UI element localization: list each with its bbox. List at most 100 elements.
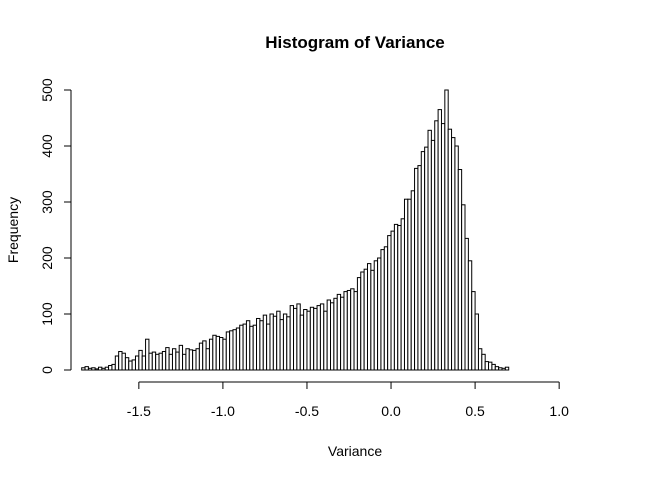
y-tick-label: 0 — [39, 366, 55, 374]
histogram-bar — [319, 303, 325, 371]
histogram-bar — [101, 367, 106, 371]
histogram-bar — [340, 296, 345, 371]
histogram-bar — [313, 307, 318, 371]
histogram-bar — [175, 351, 180, 371]
histogram-bar — [212, 334, 217, 371]
histogram-bar — [242, 323, 247, 371]
histogram-bar — [215, 335, 221, 371]
x-axis-label: Variance — [328, 443, 382, 459]
histogram-bar — [289, 305, 295, 371]
histogram-bar — [316, 305, 321, 371]
y-tick-label: 100 — [39, 302, 55, 326]
y-tick-label: 400 — [39, 134, 55, 158]
histogram-bar — [356, 277, 362, 371]
histogram-bar — [467, 260, 473, 371]
histogram-bar — [434, 120, 439, 371]
histogram-bar — [276, 310, 281, 371]
histogram-bar — [158, 352, 163, 371]
histogram-bar — [457, 169, 463, 371]
histogram-bar — [138, 349, 143, 371]
histogram-bar — [282, 313, 288, 371]
histogram-bar — [131, 359, 136, 371]
histogram-bar — [87, 367, 93, 371]
histogram-bar — [380, 249, 385, 371]
histogram-bar — [111, 363, 116, 371]
histogram-bar — [373, 260, 379, 371]
histogram-bar — [97, 366, 103, 371]
histogram-bar — [94, 368, 99, 371]
bars-group — [81, 89, 510, 371]
histogram-bar — [198, 342, 204, 371]
x-tick-label: 0.0 — [381, 403, 401, 419]
histogram-bar — [192, 349, 197, 371]
histogram-bar — [121, 352, 126, 371]
histogram-bar — [461, 204, 466, 371]
histogram-bar — [259, 320, 264, 371]
histogram-bar — [81, 367, 86, 371]
histogram-bar — [353, 291, 358, 371]
histogram-bar — [202, 340, 207, 371]
histogram-bar — [410, 190, 416, 371]
chart-title: Histogram of Variance — [265, 33, 445, 52]
histogram-bar — [104, 366, 110, 371]
histogram-bar — [309, 306, 315, 371]
histogram-bar — [279, 319, 284, 371]
x-tick-label: 0.5 — [465, 403, 485, 419]
histogram-bar — [477, 348, 483, 371]
histogram-bar — [346, 289, 352, 371]
histogram-bar — [239, 324, 244, 371]
histogram-bar — [91, 367, 96, 371]
histogram-bar — [383, 246, 389, 371]
x-tick-label: 1.0 — [549, 403, 569, 419]
histogram-bar — [350, 288, 355, 371]
histogram-bar — [108, 365, 113, 371]
histogram-bar — [414, 167, 419, 371]
histogram-bar — [488, 361, 493, 371]
histogram-bar — [195, 348, 200, 371]
x-tick-label: -1.0 — [211, 403, 235, 419]
histogram-bar — [363, 268, 368, 371]
histogram-bar — [400, 218, 405, 371]
histogram-bar — [256, 317, 261, 371]
histogram-bar — [464, 237, 469, 371]
histogram-bar — [296, 303, 301, 371]
histogram-bar — [481, 353, 486, 371]
histogram-bar — [286, 316, 291, 371]
histogram-bar — [151, 351, 157, 371]
histogram-bar — [168, 353, 173, 371]
histogram-bar — [235, 327, 241, 371]
histogram-bar — [424, 146, 429, 371]
x-tick-label: -0.5 — [295, 403, 319, 419]
histogram-bar — [430, 139, 436, 371]
histogram-bar — [232, 329, 237, 371]
histogram-bar — [134, 355, 140, 371]
histogram-bar — [336, 293, 342, 371]
histogram-bar — [219, 337, 224, 371]
histogram-bar — [145, 338, 150, 371]
histogram-bar — [124, 357, 130, 371]
histogram-bar — [205, 348, 210, 371]
histogram-bar — [326, 299, 332, 371]
histogram-bar — [343, 291, 348, 371]
histogram-bar — [165, 347, 170, 371]
histogram-bar — [229, 330, 234, 371]
histogram-bar — [161, 351, 167, 371]
histogram-bar — [454, 145, 459, 371]
y-tick-label: 300 — [39, 190, 55, 214]
histogram-bar — [252, 324, 258, 371]
histogram-bar — [249, 325, 254, 371]
histogram-bar — [447, 128, 453, 371]
histogram-bar — [222, 338, 227, 371]
histogram-bar — [366, 263, 372, 371]
histogram-bar — [118, 351, 123, 371]
histogram-bar — [427, 129, 432, 371]
histogram-bar — [266, 323, 271, 371]
histogram-bar — [451, 137, 456, 371]
histogram-bar — [299, 314, 305, 371]
histogram-bar — [491, 363, 496, 371]
histogram-bar — [262, 314, 268, 371]
histogram-bar — [407, 198, 412, 371]
histogram-bar — [208, 338, 214, 371]
histogram-bar — [393, 223, 399, 371]
